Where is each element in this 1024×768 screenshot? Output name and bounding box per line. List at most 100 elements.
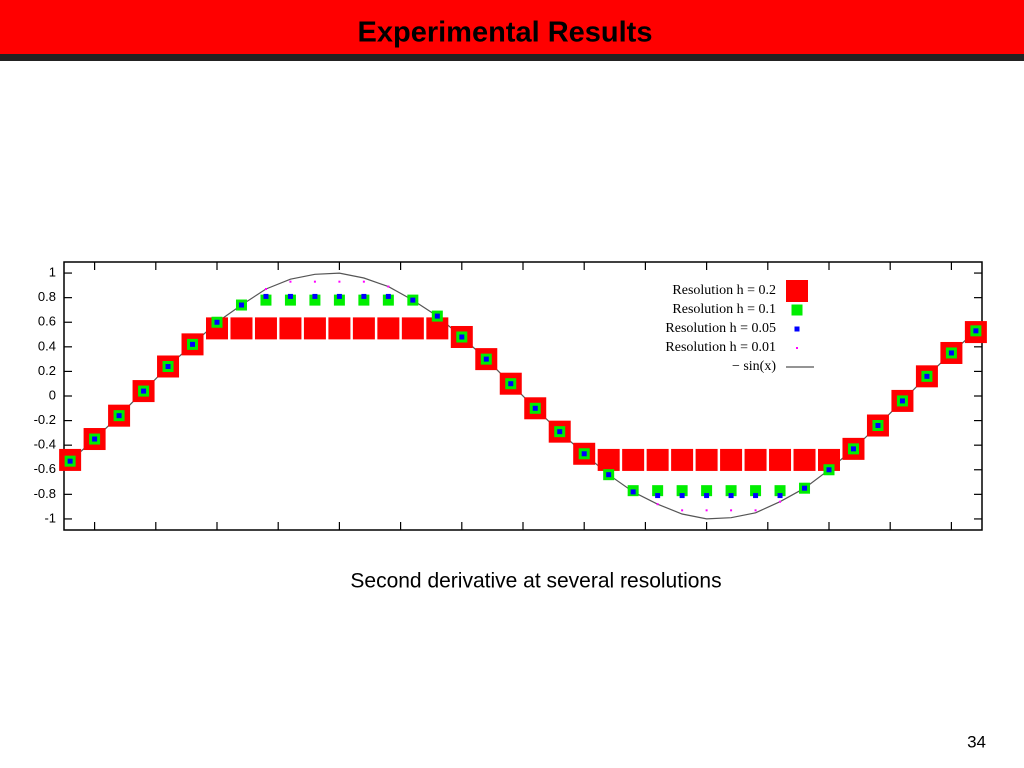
data-point [705, 509, 708, 512]
data-point [557, 429, 563, 435]
y-tick-label: -0.8 [34, 486, 56, 501]
data-point [676, 485, 688, 497]
legend-swatch [786, 280, 808, 302]
y-tick-label: 1 [49, 265, 56, 280]
data-point [385, 293, 391, 299]
data-point [230, 317, 253, 340]
data-point [728, 493, 734, 499]
data-point [260, 294, 272, 306]
data-point [774, 485, 786, 497]
y-tick-label: -0.6 [34, 461, 56, 476]
data-point [279, 317, 302, 340]
legend-label: − sin(x) [732, 359, 776, 374]
legend-label: Resolution h = 0.2 [672, 283, 776, 298]
y-tick-label: 0.6 [38, 314, 56, 329]
data-point [779, 500, 782, 503]
legend-swatch [794, 326, 800, 332]
y-tick-label: -0.2 [34, 412, 56, 427]
legend-label: Resolution h = 0.1 [672, 302, 776, 317]
data-point [695, 448, 718, 471]
data-point [67, 458, 73, 464]
data-point [287, 293, 293, 299]
data-point [652, 485, 664, 497]
data-point [793, 448, 816, 471]
data-point [973, 328, 979, 334]
header-bar [0, 0, 1024, 54]
slide-title: Experimental Results [358, 17, 653, 49]
data-point [753, 493, 759, 499]
data-point [483, 356, 489, 362]
data-point [312, 293, 318, 299]
data-point [303, 317, 326, 340]
data-point [899, 398, 905, 404]
data-point [352, 317, 375, 340]
data-point [850, 446, 856, 452]
y-tick-label: -1 [44, 510, 56, 525]
data-point [426, 317, 449, 340]
data-point [875, 423, 881, 429]
data-point [924, 373, 930, 379]
data-point [328, 317, 351, 340]
data-point [410, 297, 416, 303]
data-point [116, 413, 122, 419]
data-point [264, 288, 267, 291]
data-point [655, 493, 661, 499]
header-rule [0, 54, 1024, 61]
data-point [730, 509, 733, 512]
data-point [362, 280, 365, 283]
data-point [777, 493, 783, 499]
data-point [826, 467, 832, 473]
data-point [289, 280, 292, 283]
data-point [750, 485, 762, 497]
data-point [387, 285, 390, 288]
data-point [377, 317, 400, 340]
y-tick-label: -0.4 [34, 437, 56, 452]
data-point [382, 294, 394, 306]
y-tick-label: 0.8 [38, 289, 56, 304]
data-point [358, 294, 370, 306]
data-point [581, 451, 587, 457]
caption: Second derivative at several resolutions [350, 570, 721, 593]
data-point [141, 388, 147, 394]
data-point [401, 317, 424, 340]
data-point [802, 485, 808, 491]
data-point [338, 280, 341, 283]
data-point [309, 294, 321, 306]
data-point [508, 381, 514, 387]
y-tick-label: 0.2 [38, 363, 56, 378]
data-point [769, 448, 792, 471]
data-point [238, 302, 244, 308]
data-point [646, 448, 669, 471]
data-point [720, 448, 743, 471]
data-point [434, 313, 440, 319]
data-point [725, 485, 737, 497]
data-point [361, 293, 367, 299]
legend-label: Resolution h = 0.01 [665, 340, 776, 355]
data-point [336, 293, 342, 299]
y-tick-label: 0 [49, 387, 56, 402]
legend-swatch [796, 347, 798, 349]
data-point [92, 436, 98, 442]
data-point [671, 448, 694, 471]
data-point [214, 319, 220, 325]
data-point [606, 472, 612, 478]
data-point [704, 493, 710, 499]
data-point [190, 341, 196, 347]
data-point [948, 350, 954, 356]
data-point [679, 493, 685, 499]
data-point [333, 294, 345, 306]
legend-label: Resolution h = 0.05 [665, 321, 776, 336]
data-point [744, 448, 767, 471]
data-point [622, 448, 645, 471]
data-point [630, 489, 636, 495]
data-point [701, 485, 713, 497]
data-point [597, 448, 620, 471]
page-number: 34 [967, 732, 986, 751]
sin-curve [69, 272, 977, 520]
data-point [263, 293, 269, 299]
data-point [313, 280, 316, 283]
data-point [754, 509, 757, 512]
data-point [532, 405, 538, 411]
